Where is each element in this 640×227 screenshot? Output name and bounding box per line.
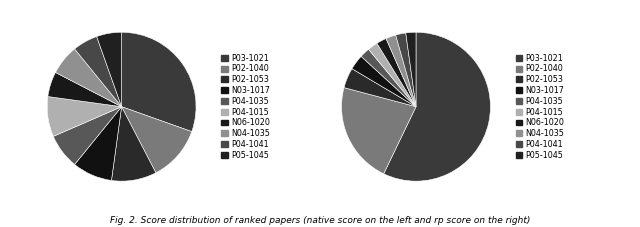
Wedge shape bbox=[344, 69, 416, 107]
Wedge shape bbox=[47, 96, 122, 136]
Wedge shape bbox=[48, 72, 122, 107]
Wedge shape bbox=[111, 107, 156, 181]
Wedge shape bbox=[342, 88, 416, 174]
Wedge shape bbox=[75, 107, 122, 180]
Wedge shape bbox=[352, 56, 416, 107]
Wedge shape bbox=[75, 37, 122, 107]
Wedge shape bbox=[377, 39, 416, 107]
Legend: P03-1021, P02-1040, P02-1053, N03-1017, P04-1035, P04-1015, N06-1020, N04-1035, : P03-1021, P02-1040, P02-1053, N03-1017, … bbox=[515, 53, 565, 160]
Wedge shape bbox=[369, 43, 416, 107]
Wedge shape bbox=[406, 32, 416, 107]
Wedge shape bbox=[53, 107, 122, 164]
Wedge shape bbox=[122, 32, 196, 132]
Legend: P03-1021, P02-1040, P02-1053, N03-1017, P04-1035, P04-1015, N06-1020, N04-1035, : P03-1021, P02-1040, P02-1053, N03-1017, … bbox=[221, 53, 271, 160]
Wedge shape bbox=[97, 32, 122, 107]
Text: Fig. 2. Score distribution of ranked papers (native score on the left and rp sco: Fig. 2. Score distribution of ranked pap… bbox=[110, 216, 530, 225]
Wedge shape bbox=[396, 33, 416, 107]
Wedge shape bbox=[386, 35, 416, 107]
Wedge shape bbox=[361, 49, 416, 107]
Wedge shape bbox=[122, 107, 192, 173]
Wedge shape bbox=[56, 49, 122, 107]
Wedge shape bbox=[384, 32, 490, 181]
